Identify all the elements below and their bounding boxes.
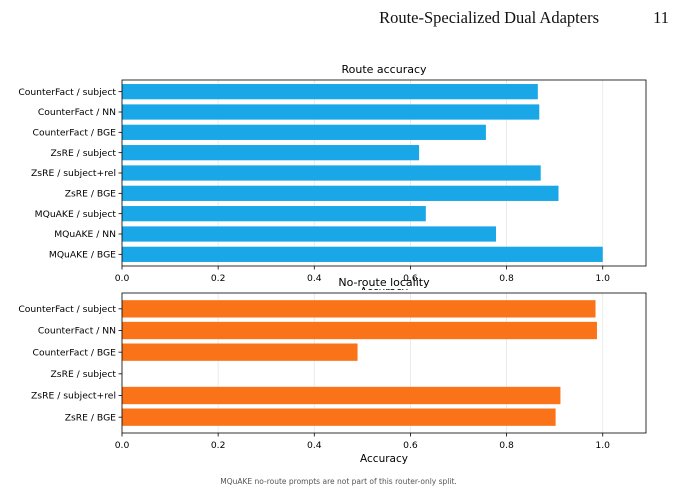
noroute-xtick-label-0: 0.0	[115, 440, 130, 451]
noroute-bar-0	[122, 300, 596, 318]
noroute-ytick-label-4: ZsRE / subject+rel	[31, 391, 116, 402]
noroute-xtick-label-4: 0.8	[499, 440, 514, 451]
noroute-ytick-label-5: ZsRE / BGE	[65, 412, 116, 423]
route-bar-1	[122, 104, 540, 120]
route-xlabel: Accuracy	[360, 286, 408, 290]
route-ytick-label-8: MQuAKE / BGE	[49, 250, 116, 261]
noroute-title: No-route locality	[338, 276, 430, 289]
route-ytick-label-4: ZsRE / subject+rel	[31, 168, 116, 179]
route-ytick-label-6: MQuAKE / subject	[35, 209, 117, 220]
noroute-bar-2	[122, 343, 358, 361]
route-ytick-label-2: CounterFact / BGE	[33, 128, 117, 139]
footnote: MQuAKE no-route prompts are not part of …	[220, 477, 457, 486]
no-route-locality-chart: CounterFact / subject CounterFact / NN Cou…	[18, 276, 647, 465]
noroute-bar-5	[122, 408, 556, 426]
route-bar-8	[122, 246, 603, 262]
noroute-xtick-label-5: 1.0	[595, 440, 610, 451]
running-head-title: Route-Specialized Dual Adapters	[379, 8, 599, 27]
route-bar-0	[122, 84, 538, 100]
route-ytick-label-3: ZsRE / subject	[50, 148, 116, 159]
noroute-ytick-label-3: ZsRE / subject	[50, 369, 116, 380]
route-accuracy-chart: CounterFact / subject CounterFact / NN Cou…	[18, 63, 647, 290]
noroute-ytick-label-0: CounterFact / subject	[18, 304, 116, 315]
route-bar-5	[122, 185, 559, 201]
route-xtick-label-4: 0.8	[499, 273, 514, 284]
route-xtick-label-1: 0.2	[211, 273, 226, 284]
route-ytick-label-0: CounterFact / subject	[18, 87, 116, 98]
route-bar-2	[122, 124, 486, 140]
route-ytick-label-1: CounterFact / NN	[38, 107, 116, 118]
noroute-ytick-label-1: CounterFact / NN	[38, 326, 116, 337]
route-ytick-label-5: ZsRE / BGE	[65, 189, 116, 200]
route-bar-4	[122, 165, 541, 181]
noroute-bar-1	[122, 321, 597, 340]
route-title: Route accuracy	[341, 63, 427, 76]
noroute-xtick-label-2: 0.4	[307, 440, 322, 451]
route-xtick-label-5: 1.0	[595, 273, 610, 284]
route-ytick-label-7: MQuAKE / NN	[54, 229, 116, 240]
route-bar-7	[122, 226, 497, 242]
noroute-axes-frame	[121, 292, 647, 434]
route-xtick-label-3: 0.6	[403, 273, 418, 284]
noroute-xtick-label-3: 0.6	[403, 440, 418, 451]
route-axes-frame	[121, 79, 647, 267]
route-xtick-label-0: 0.0	[115, 273, 130, 284]
running-head: Route-Specialized Dual Adapters 11	[0, 4, 677, 34]
noroute-ytick-label-2: CounterFact / BGE	[33, 347, 117, 358]
route-bar-3	[122, 145, 420, 161]
page-number: 11	[653, 8, 669, 27]
noroute-xlabel: Accuracy	[360, 453, 408, 465]
noroute-xtick-label-1: 0.2	[211, 440, 226, 451]
route-bar-6	[122, 206, 426, 222]
route-xtick-label-2: 0.4	[307, 273, 322, 284]
noroute-bar-4	[122, 386, 561, 405]
